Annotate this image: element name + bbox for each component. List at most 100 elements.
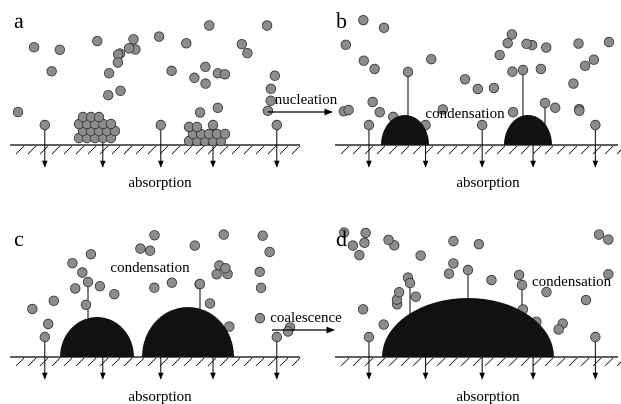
molecule <box>95 281 105 291</box>
molecule <box>49 296 59 306</box>
hatch <box>232 358 240 366</box>
hatch <box>268 146 276 154</box>
diagram: nucleation coalescence a b c d condensat… <box>0 0 621 404</box>
molecule <box>272 120 282 130</box>
molecule <box>181 39 191 49</box>
molecule <box>514 270 524 280</box>
hatch <box>341 358 349 366</box>
molecule <box>109 289 119 299</box>
molecule <box>495 50 505 60</box>
molecule <box>460 74 470 84</box>
molecule <box>507 30 517 40</box>
hatch <box>485 146 493 154</box>
hatch <box>437 358 445 366</box>
hatch <box>389 146 397 154</box>
hatch <box>280 146 288 154</box>
hatch <box>232 146 240 154</box>
molecule <box>540 98 550 108</box>
molecule <box>554 325 564 335</box>
process-label: condensation <box>425 106 505 122</box>
hatch <box>256 358 264 366</box>
molecule <box>604 235 614 245</box>
molecule <box>86 249 96 259</box>
hatch <box>88 358 96 366</box>
molecule <box>129 34 139 44</box>
hatch <box>76 146 84 154</box>
molecule <box>265 247 275 257</box>
molecule <box>13 107 23 117</box>
molecule <box>55 45 65 55</box>
molecule <box>68 258 78 268</box>
hatch <box>124 146 132 154</box>
molecule <box>124 44 134 54</box>
molecule <box>550 103 560 113</box>
transition-label: coalescence <box>270 310 342 326</box>
caption: absorption <box>128 389 192 404</box>
process-label: condensation <box>532 274 612 290</box>
hatch <box>557 358 565 366</box>
hatch <box>184 358 192 366</box>
molecule <box>258 231 268 241</box>
hatch <box>389 358 397 366</box>
hatch <box>268 358 276 366</box>
molecule <box>591 332 601 342</box>
molecule <box>81 300 91 310</box>
hatch <box>473 358 481 366</box>
hatch <box>353 358 361 366</box>
hatch <box>184 146 192 154</box>
molecule <box>580 61 590 71</box>
hatch <box>100 358 108 366</box>
molecule <box>379 23 389 33</box>
hatch <box>28 358 36 366</box>
molecule <box>341 40 351 50</box>
molecule <box>426 54 436 64</box>
molecule <box>167 66 177 76</box>
hatch <box>377 146 385 154</box>
molecule <box>508 67 518 77</box>
hatch <box>244 146 252 154</box>
molecule <box>150 230 160 240</box>
molecule <box>364 120 374 130</box>
molecule <box>195 279 205 289</box>
hatch <box>196 358 204 366</box>
molecule <box>262 21 272 31</box>
molecule <box>220 129 230 139</box>
hatch <box>581 358 589 366</box>
hatch <box>509 146 517 154</box>
caption: absorption <box>128 175 192 191</box>
molecule <box>43 319 53 329</box>
hatch <box>64 358 72 366</box>
molecule <box>283 327 293 337</box>
molecule <box>255 267 265 277</box>
molecule <box>204 21 214 31</box>
molecule <box>411 292 421 302</box>
molecule <box>574 39 584 49</box>
molecule <box>205 299 215 309</box>
molecule <box>29 43 39 53</box>
molecule <box>449 236 459 246</box>
hatch <box>256 146 264 154</box>
hatch <box>521 146 529 154</box>
molecule <box>575 106 585 116</box>
molecules <box>13 15 614 341</box>
hatch <box>593 146 601 154</box>
droplet <box>381 115 429 145</box>
hatch <box>28 146 36 154</box>
hatch <box>136 358 144 366</box>
molecule <box>201 79 211 89</box>
droplet <box>142 307 234 357</box>
molecule <box>359 56 369 66</box>
hatch <box>497 358 505 366</box>
hatch <box>461 146 469 154</box>
hatch <box>148 358 156 366</box>
molecule <box>344 105 354 115</box>
molecule <box>489 83 499 93</box>
molecule <box>40 332 50 342</box>
molecule <box>243 48 253 58</box>
hatch <box>581 146 589 154</box>
molecule <box>106 119 116 129</box>
molecule <box>219 230 229 240</box>
molecule <box>221 263 231 273</box>
hatch <box>413 358 421 366</box>
molecule <box>581 295 591 305</box>
